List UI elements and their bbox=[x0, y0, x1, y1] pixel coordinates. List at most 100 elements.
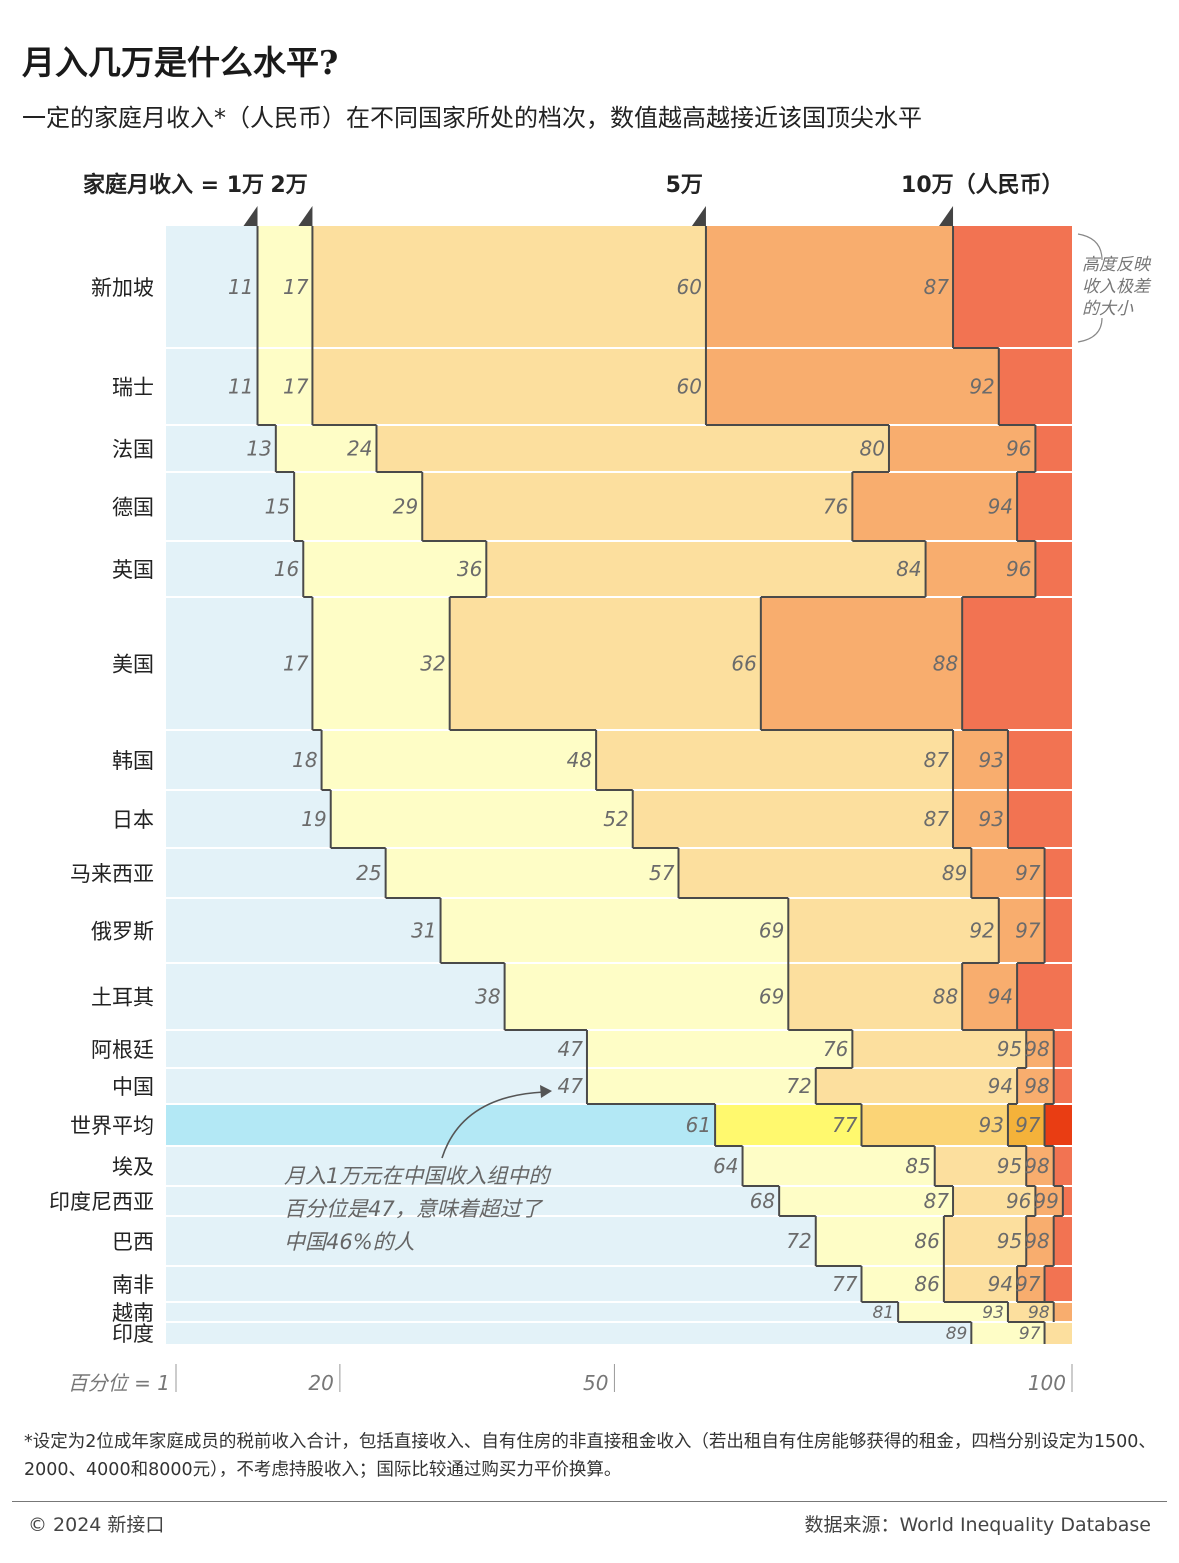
income-band bbox=[1026, 1146, 1054, 1186]
percentile-value-label: 57 bbox=[649, 861, 675, 885]
percentile-value-label: 11 bbox=[228, 275, 253, 299]
income-band bbox=[888, 425, 1036, 472]
side-note-text: 收入极差 bbox=[1082, 277, 1152, 297]
percentile-value-label: 77 bbox=[832, 1113, 858, 1137]
data-source-text: 数据来源：World Inequality Database bbox=[804, 1514, 1151, 1536]
income-band bbox=[998, 898, 1045, 963]
percentile-value-label: 86 bbox=[914, 1229, 939, 1253]
axis-tick-label: 100 bbox=[1028, 1371, 1066, 1395]
percentile-value-label: 98 bbox=[1024, 1154, 1049, 1178]
percentile-value-label: 17 bbox=[283, 275, 309, 299]
percentile-value-label: 86 bbox=[914, 1272, 939, 1296]
country-label: 印度 bbox=[112, 1322, 154, 1346]
side-note-text: 的大小 bbox=[1082, 299, 1134, 319]
income-band bbox=[1044, 898, 1072, 963]
income-marker-pointer bbox=[691, 206, 706, 226]
income-band bbox=[385, 848, 679, 898]
percentile-chart: 11 17 60 87 11 17 60 92 13 24 80 96 15 29 76 94 16 36 84 96… bbox=[49, 172, 1152, 1395]
income-band bbox=[1007, 1302, 1054, 1322]
income-band bbox=[943, 1266, 1018, 1302]
income-band bbox=[861, 1266, 944, 1302]
percentile-value-label: 25 bbox=[356, 861, 381, 885]
country-labels: 新加坡瑞士法国德国英国美国韩国日本马来西亚俄罗斯土耳其阿根廷中国世界平均埃及印度… bbox=[49, 276, 154, 1346]
percentile-value-label: 64 bbox=[713, 1154, 738, 1178]
percentile-value-label: 93 bbox=[978, 1113, 1003, 1137]
annotation-text: 中国46%的人 bbox=[284, 1230, 415, 1254]
income-band bbox=[788, 963, 963, 1030]
percentile-value-label: 93 bbox=[978, 748, 1003, 772]
income-band bbox=[330, 790, 633, 848]
percentile-value-label: 98 bbox=[1024, 1074, 1049, 1098]
income-band bbox=[788, 898, 999, 963]
income-band bbox=[166, 1186, 780, 1216]
percentile-value-label: 98 bbox=[1028, 1303, 1050, 1323]
income-band bbox=[705, 348, 999, 425]
income-band bbox=[971, 1322, 1045, 1344]
annotation-arrowhead bbox=[540, 1085, 552, 1098]
income-band bbox=[953, 790, 1008, 848]
percentile-value-label: 11 bbox=[228, 375, 253, 399]
income-band bbox=[1044, 1104, 1072, 1146]
income-band bbox=[166, 1216, 816, 1266]
income-marker-label: 5万 bbox=[666, 173, 703, 198]
income-band bbox=[998, 348, 1072, 425]
income-band bbox=[166, 848, 386, 898]
country-label: 印度尼西亚 bbox=[49, 1190, 154, 1214]
chart-title: 月入几万是什么水平? bbox=[22, 43, 339, 82]
income-band bbox=[166, 1302, 899, 1322]
percentile-value-label: 72 bbox=[786, 1074, 811, 1098]
income-band bbox=[312, 348, 706, 425]
income-band bbox=[971, 848, 1045, 898]
country-label: 德国 bbox=[112, 496, 154, 520]
percentile-value-label: 95 bbox=[997, 1037, 1022, 1061]
income-band bbox=[1053, 1302, 1072, 1322]
income-band bbox=[861, 1104, 1008, 1146]
percentile-value-label: 76 bbox=[823, 1037, 848, 1061]
income-band bbox=[166, 541, 304, 597]
income-marker-label: 10万（人民币） bbox=[901, 173, 1064, 198]
percentile-value-label: 89 bbox=[942, 861, 967, 885]
axis-label: 百分位 = 1 bbox=[68, 1371, 170, 1395]
income-band bbox=[166, 597, 313, 730]
income-band bbox=[1017, 1266, 1045, 1302]
income-band bbox=[1026, 1216, 1054, 1266]
country-label: 美国 bbox=[112, 653, 154, 677]
income-band bbox=[1007, 1104, 1045, 1146]
income-band bbox=[504, 963, 789, 1030]
country-label: 新加坡 bbox=[91, 276, 154, 300]
percentile-value-label: 99 bbox=[1033, 1189, 1058, 1213]
income-band bbox=[596, 730, 954, 790]
income-band bbox=[166, 730, 322, 790]
country-label: 巴西 bbox=[112, 1230, 154, 1254]
percentile-value-label: 29 bbox=[393, 495, 418, 519]
annotation-text: 百分位是47，意味着超过了 bbox=[284, 1197, 544, 1221]
income-band bbox=[1053, 1216, 1072, 1266]
annotation-text: 月入1万元在中国收入组中的 bbox=[284, 1164, 552, 1188]
income-band bbox=[166, 963, 505, 1030]
percentile-value-label: 60 bbox=[676, 275, 701, 299]
income-band bbox=[376, 425, 889, 472]
copyright-text: © 2024 新接口 bbox=[28, 1514, 165, 1536]
percentile-value-label: 69 bbox=[759, 985, 784, 1009]
percentile-value-label: 16 bbox=[274, 557, 299, 581]
income-band bbox=[166, 790, 331, 848]
percentile-value-label: 87 bbox=[924, 807, 950, 831]
income-band bbox=[166, 425, 276, 472]
income-band bbox=[312, 597, 450, 730]
percentile-value-label: 13 bbox=[246, 437, 271, 461]
percentile-value-label: 93 bbox=[978, 807, 1003, 831]
percentile-value-label: 85 bbox=[905, 1154, 930, 1178]
income-band bbox=[953, 226, 1072, 348]
income-band bbox=[1017, 472, 1072, 541]
income-band bbox=[925, 541, 1036, 597]
income-band bbox=[1062, 1186, 1072, 1216]
income-band bbox=[962, 597, 1072, 730]
income-marker-pointer bbox=[298, 206, 313, 226]
country-label: 越南 bbox=[112, 1301, 154, 1325]
income-band bbox=[760, 597, 963, 730]
country-label: 埃及 bbox=[112, 1155, 154, 1179]
income-band bbox=[779, 1186, 954, 1216]
percentile-value-label: 31 bbox=[411, 919, 436, 943]
country-label: 日本 bbox=[112, 808, 154, 832]
